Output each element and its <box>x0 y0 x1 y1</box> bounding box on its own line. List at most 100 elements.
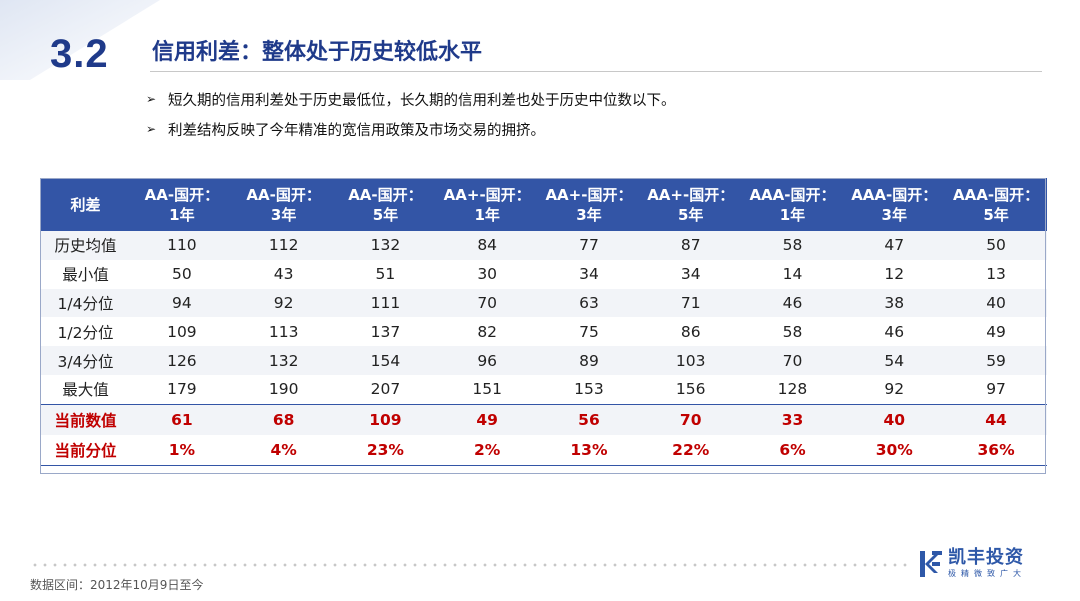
table-cell: 46 <box>741 288 844 318</box>
table-row: 3/4分位 126 132 154 96 89 103 70 54 59 <box>40 346 1047 375</box>
table-cell: 89 <box>538 346 640 375</box>
table-cell: 34 <box>639 259 742 289</box>
table-cell: 70 <box>639 403 742 435</box>
spread-table-container: 利差 AA-国开： 1年 AA-国开： 3年 AA-国开： 5年 AA+-国开： 1年 … <box>40 178 1047 466</box>
table-cell: 86 <box>639 317 742 347</box>
table-cell: 92 <box>232 288 335 318</box>
table-cell: 6% <box>741 434 844 466</box>
table-cell: 50 <box>131 259 233 289</box>
bullet-item: ➢ 利差结构反映了今年精准的宽信用政策及市场交易的拥挤。 <box>146 118 676 140</box>
table-cell: 132 <box>232 346 335 375</box>
column-header: AA+-国开： 1年 <box>443 185 531 224</box>
table-cell: 34 <box>538 259 640 289</box>
table-cell: 151 <box>436 374 539 405</box>
table-cell: 137 <box>334 317 437 347</box>
table-cell: 1% <box>131 434 233 466</box>
table-cell: 23% <box>334 434 437 466</box>
logo-text: 凯丰投资 极精微致广大 <box>948 548 1026 580</box>
logo-mark-icon <box>920 551 942 577</box>
table-cell: 70 <box>741 346 844 375</box>
table-cell: 68 <box>232 403 335 435</box>
table-cell: 61 <box>131 403 233 435</box>
table-cell: 82 <box>436 317 539 347</box>
table-cell: 111 <box>334 288 437 318</box>
table-cell: 4% <box>232 434 335 466</box>
table-cell: 113 <box>232 317 335 347</box>
table-cell: 49 <box>945 317 1047 347</box>
bullet-text: 利差结构反映了今年精准的宽信用政策及市场交易的拥挤。 <box>168 122 545 139</box>
table-row: 历史均值 110 112 132 84 77 87 58 47 50 <box>40 231 1047 260</box>
table-cell: 109 <box>131 317 233 347</box>
dotted-divider <box>30 563 910 567</box>
table-cell: 96 <box>436 346 539 375</box>
table-cell: 84 <box>436 231 539 260</box>
table-cell: 40 <box>945 288 1047 318</box>
table-cell: 97 <box>945 374 1047 405</box>
column-header: AAA-国开： 1年 <box>749 185 836 224</box>
arrow-bullet-icon: ➢ <box>146 122 157 136</box>
table-cell: 33 <box>741 403 844 435</box>
table-cell: 154 <box>334 346 437 375</box>
column-header: AA-国开： 5年 <box>348 185 423 224</box>
table-cell: 30% <box>843 434 946 466</box>
table-cell: 87 <box>639 231 742 260</box>
table-cell: 54 <box>843 346 946 375</box>
row-label: 3/4分位 <box>40 346 131 375</box>
company-logo: 凯丰投资 极精微致广大 <box>920 548 1026 580</box>
column-header: AAA-国开： 5年 <box>953 185 1040 224</box>
table-body: 历史均值 110 112 132 84 77 87 58 47 50 最小值 50 43 51 30 34 34… <box>40 231 1047 466</box>
table-cell: 71 <box>639 288 742 318</box>
table-cell: 40 <box>843 403 946 435</box>
column-header: AA-国开： 3年 <box>246 185 321 224</box>
table-cell: 75 <box>538 317 640 347</box>
table-corner-header: 利差 <box>70 195 101 214</box>
table-cell: 92 <box>843 374 946 405</box>
column-header: AAA-国开： 3年 <box>851 185 938 224</box>
row-label: 1/2分位 <box>40 317 131 347</box>
table-cell: 46 <box>843 317 946 347</box>
table-cell: 49 <box>436 403 539 435</box>
row-label: 历史均值 <box>40 231 131 260</box>
arrow-bullet-icon: ➢ <box>146 92 157 106</box>
table-row: 1/2分位 109 113 137 82 75 86 58 46 49 <box>40 317 1047 347</box>
table-cell: 2% <box>436 434 539 466</box>
section-number: 3.2 <box>50 32 109 76</box>
row-label: 1/4分位 <box>40 288 131 318</box>
table-cell: 36% <box>945 434 1047 466</box>
table-cell: 14 <box>741 259 844 289</box>
table-cell: 132 <box>334 231 437 260</box>
column-header: AA+-国开： 3年 <box>545 185 633 224</box>
table-cell: 110 <box>131 231 233 260</box>
table-cell: 56 <box>538 403 640 435</box>
page-title: 信用利差：整体处于历史较低水平 <box>152 40 483 65</box>
table-cell: 207 <box>334 374 437 405</box>
corner-accent <box>0 0 160 80</box>
bullet-text: 短久期的信用利差处于历史最低位，长久期的信用利差也处于历史中位数以下。 <box>168 92 676 109</box>
table-cell: 153 <box>538 374 640 405</box>
table-cell: 58 <box>741 231 844 260</box>
table-cell: 156 <box>639 374 742 405</box>
column-header: AA+-国开： 5年 <box>647 185 735 224</box>
table-cell: 43 <box>232 259 335 289</box>
table-cell: 77 <box>538 231 640 260</box>
table-cell: 47 <box>843 231 946 260</box>
column-header: AA-国开： 1年 <box>144 185 220 224</box>
table-cell: 128 <box>741 374 844 405</box>
table-row: 1/4分位 94 92 111 70 63 71 46 38 40 <box>40 288 1047 318</box>
data-range-note: 数据区间：2012年10月9日至今 <box>30 578 204 592</box>
table-row: 最小值 50 43 51 30 34 34 14 12 13 <box>40 259 1047 289</box>
table-row: 当前分位 1% 4% 23% 2% 13% 22% 6% 30% 36% <box>40 434 1047 466</box>
bullet-item: ➢ 短久期的信用利差处于历史最低位，长久期的信用利差也处于历史中位数以下。 <box>146 88 676 110</box>
row-label: 当前分位 <box>40 434 131 466</box>
table-cell: 30 <box>436 259 539 289</box>
table-cell: 51 <box>334 259 437 289</box>
table-cell: 58 <box>741 317 844 347</box>
title-divider <box>150 71 1042 72</box>
table-row: 当前数值 61 68 109 49 56 70 33 40 44 <box>40 403 1047 435</box>
table-cell: 94 <box>131 288 233 318</box>
bullet-list: ➢ 短久期的信用利差处于历史最低位，长久期的信用利差也处于历史中位数以下。 ➢ … <box>146 88 676 148</box>
row-label: 最大值 <box>40 374 131 405</box>
table-cell: 12 <box>843 259 946 289</box>
table-header-row: 利差 AA-国开： 1年 AA-国开： 3年 AA-国开： 5年 AA+-国开： 1年 … <box>40 178 1047 231</box>
table-cell: 179 <box>131 374 233 405</box>
